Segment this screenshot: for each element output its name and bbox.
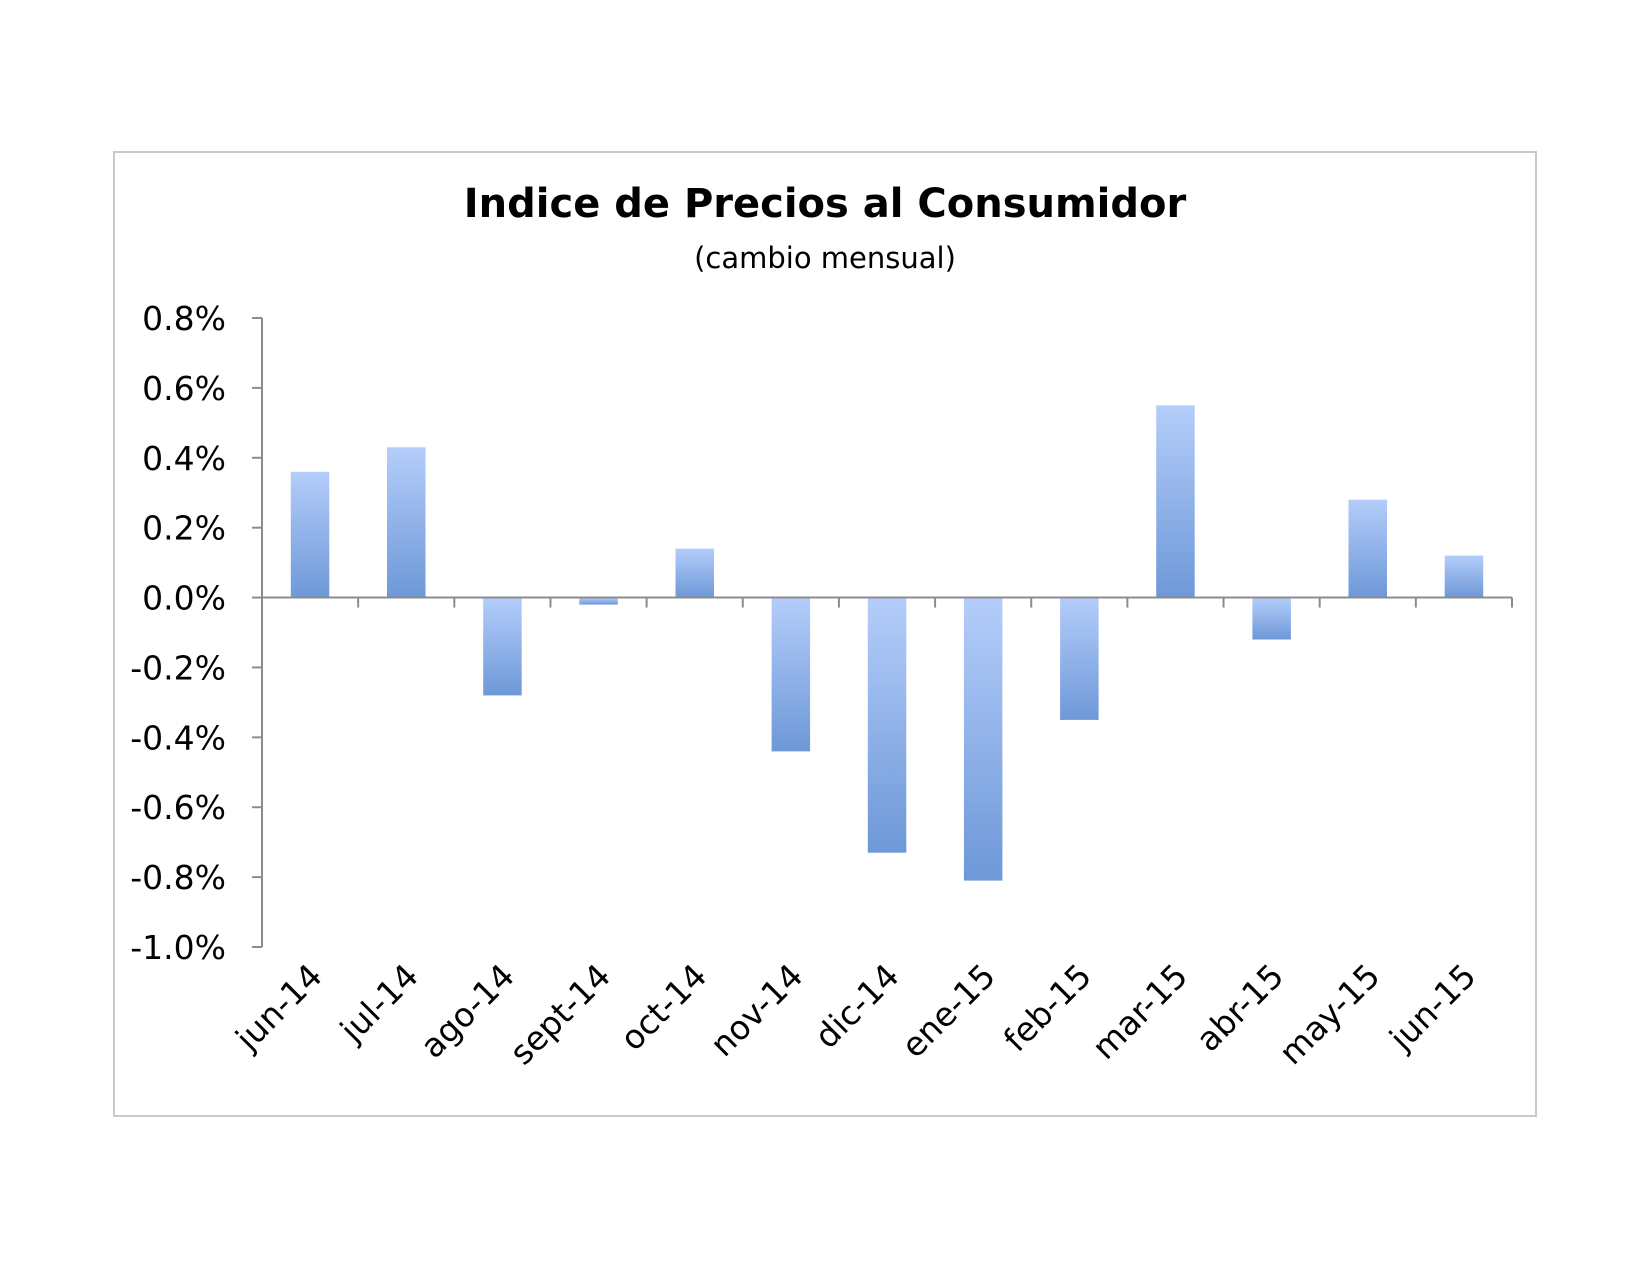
- x-tick-label-ene-15: ene-15: [894, 956, 1003, 1065]
- bar-sept-14: [579, 597, 618, 605]
- x-tick-label-oct-14: oct-14: [612, 956, 714, 1058]
- y-tick-label: 0.0%: [142, 579, 226, 618]
- y-tick-label: -0.6%: [130, 788, 226, 827]
- bar-nov-14: [771, 597, 811, 752]
- x-tick-label-nov-14: nov-14: [703, 956, 811, 1064]
- bar-oct-14: [675, 548, 714, 598]
- bar-mar-15: [1156, 405, 1195, 598]
- x-tick-label-feb-15: feb-15: [996, 956, 1099, 1059]
- bar-jun-15: [1444, 555, 1484, 598]
- x-tick-label-mar-15: mar-15: [1084, 956, 1195, 1067]
- x-tick-label-may-15: may-15: [1271, 956, 1387, 1072]
- y-tick-label: 0.4%: [142, 439, 226, 478]
- x-tick-label-jun-14: jun-14: [227, 956, 329, 1058]
- axes-group: [252, 317, 1513, 948]
- x-tick-label-sept-14: sept-14: [502, 956, 618, 1072]
- x-tick-label-jul-14: jul-14: [332, 956, 426, 1050]
- bar-jul-14: [387, 447, 426, 598]
- bar-ago-14: [483, 597, 522, 696]
- bars-group: [290, 405, 1484, 881]
- y-tick-label: -0.4%: [130, 718, 226, 757]
- bar-ene-15: [963, 597, 1003, 881]
- y-tick-label: -1.0%: [130, 928, 226, 967]
- chart-title: Indice de Precios al Consumidor: [463, 181, 1187, 227]
- chart-subtitle: (cambio mensual): [694, 241, 956, 275]
- bar-dic-14: [867, 597, 907, 853]
- bar-jun-14: [290, 471, 330, 598]
- y-tick-label: 0.8%: [142, 299, 226, 338]
- x-tick-label-jun-15: jun-15: [1381, 956, 1483, 1058]
- chart-frame: Indice de Precios al Consumidor (cambio …: [113, 151, 1537, 1117]
- bar-abr-15: [1252, 597, 1291, 640]
- bar-may-15: [1348, 499, 1387, 598]
- y-tick-label: -0.2%: [130, 648, 226, 687]
- x-tick-labels: jun-14 jul-14ago-14sept-14oct-14nov-14dic…: [227, 956, 1483, 1072]
- y-tick-label: 0.6%: [142, 369, 226, 408]
- bar-feb-15: [1060, 597, 1099, 720]
- x-tick-label-dic-14: dic-14: [807, 956, 907, 1056]
- y-tick-labels: 0.8% 0.6% 0.4% 0.2% 0.0% -0.2% -0.4% -0.6% -0.8%…: [130, 299, 226, 967]
- y-tick-label: 0.2%: [142, 509, 226, 548]
- y-tick-label: -0.8%: [130, 858, 226, 897]
